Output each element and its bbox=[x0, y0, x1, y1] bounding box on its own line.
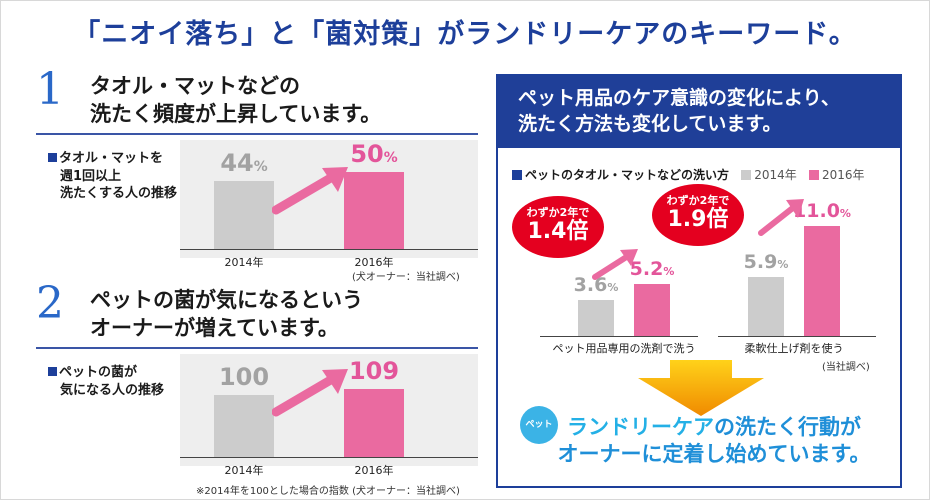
legend-label-2014: 2014年 bbox=[754, 168, 797, 182]
section2-note: ペットの菌が 気になる人の推移 bbox=[48, 364, 164, 399]
panel-category-1: 柔軟仕上げ剤を使う bbox=[744, 342, 844, 355]
section1-note-line1: タオル・マットを bbox=[59, 151, 164, 166]
page-title: 「ニオイ落ち」と「菌対策」がランドリーケアのキーワード。 bbox=[73, 19, 857, 50]
panel-up-arrow-2 bbox=[758, 199, 804, 236]
panel-heading: ペット用品のケア意識の変化により、 洗たく方法も変化しています。 bbox=[498, 76, 900, 148]
conclusion-brand: ランドリーケア bbox=[567, 415, 714, 439]
orange-down-arrow bbox=[638, 360, 764, 416]
section2-note-line2: 気になる人の推移 bbox=[60, 382, 165, 398]
panel-bar-1-1 bbox=[804, 226, 840, 336]
section2-up-arrow bbox=[272, 369, 348, 417]
section2-value-1: 109 bbox=[348, 357, 400, 386]
growth-bubble-1-small: わずか2年で bbox=[526, 206, 590, 219]
section2-baseline bbox=[180, 457, 478, 458]
panel-heading-line1: ペット用品のケア意識の変化により、 bbox=[518, 87, 840, 109]
section1-bar-1 bbox=[344, 171, 404, 249]
section1-up-arrow bbox=[272, 167, 348, 215]
panel-heading-line2: 洗たく方法も変化しています。 bbox=[518, 112, 782, 135]
section1-source: (犬オーナー：当社調べ) bbox=[352, 272, 460, 283]
panel-value-0-1: 5.2% bbox=[629, 258, 675, 280]
section2-bar-1 bbox=[344, 389, 404, 457]
section1-number: 1 bbox=[36, 64, 64, 115]
section2-number: 2 bbox=[36, 278, 64, 329]
growth-bubble-2-small: わずか2年で bbox=[666, 194, 730, 207]
section2-heading: ペットの菌が気になるという オーナーが増えています。 bbox=[90, 286, 363, 343]
panel-baseline-1 bbox=[540, 336, 698, 337]
section2-tick-0: 2014年 bbox=[224, 464, 264, 477]
section2-bar-0 bbox=[214, 395, 274, 457]
growth-bubble-1: わずか2年で 1.4倍 bbox=[512, 196, 604, 258]
section2-heading-line1: ペットの菌が気になるという bbox=[90, 288, 363, 312]
growth-bubble-2: わずか2年で 1.9倍 bbox=[652, 184, 744, 246]
panel-baseline-2 bbox=[718, 336, 876, 337]
section1-note-marker bbox=[48, 153, 57, 162]
legend-swatch-2016 bbox=[808, 170, 819, 180]
section1-value-1: 50% bbox=[350, 139, 398, 168]
section1-heading: タオル・マットなどの 洗たく頻度が上昇しています。 bbox=[90, 72, 381, 129]
legend-title-marker bbox=[512, 170, 522, 180]
growth-bubble-2-big: 1.9倍 bbox=[667, 207, 729, 232]
panel-conclusion: ランドリーケアの洗たく行動が オーナーに定着し始めています。 bbox=[512, 414, 892, 469]
section1-note-line3: 洗たくする人の推移 bbox=[60, 186, 178, 202]
panel-value-1-1: 11.0% bbox=[793, 200, 851, 222]
section1-heading-line1: タオル・マットなどの bbox=[90, 74, 300, 98]
panel-legend: ペットのタオル・マットなどの洗い方 2014年 2016年 bbox=[512, 166, 864, 183]
section2-note-line1: ペットの菌が bbox=[59, 365, 138, 380]
section1-value-0: 44% bbox=[220, 148, 268, 177]
legend-title: ペットのタオル・マットなどの洗い方 bbox=[525, 168, 730, 182]
panel-category-0: ペット用品専用の洗剤で洗う bbox=[552, 342, 696, 355]
section1-note: タオル・マットを 週1回以上 洗たくする人の推移 bbox=[48, 150, 177, 203]
section2-tick-1: 2016年 bbox=[354, 464, 394, 477]
section1-baseline bbox=[180, 249, 478, 250]
conclusion-line1: の洗たく行動が bbox=[714, 415, 861, 439]
panel-value-1-0: 5.9% bbox=[743, 251, 789, 273]
panel-source: (当社調べ) bbox=[822, 362, 870, 373]
section2-heading-line2: オーナーが増えています。 bbox=[90, 316, 339, 341]
panel-bar-1-0 bbox=[748, 277, 784, 336]
legend-swatch-2014 bbox=[741, 170, 752, 180]
section1-bar-0 bbox=[214, 180, 274, 249]
panel-bar-0-0 bbox=[578, 300, 614, 336]
growth-bubble-1-big: 1.4倍 bbox=[527, 219, 589, 244]
paw-icon: ペット bbox=[520, 406, 558, 444]
section2-note-marker bbox=[48, 367, 57, 376]
legend-label-2016: 2016年 bbox=[821, 168, 865, 182]
conclusion-line2: オーナーに定着し始めています。 bbox=[557, 442, 871, 467]
section1-tick-0: 2014年 bbox=[224, 256, 264, 269]
section2-value-0: 100 bbox=[218, 363, 270, 391]
panel-up-arrow-1 bbox=[592, 249, 638, 280]
section1-rule bbox=[36, 133, 478, 135]
section1-tick-1: 2016年 bbox=[354, 256, 394, 269]
section1-note-line2: 週1回以上 bbox=[60, 168, 122, 184]
section2-source: ※2014年を100とした場合の指数 (犬オーナー：当社調べ) bbox=[196, 486, 460, 497]
panel-value-0-0: 3.6% bbox=[573, 274, 619, 296]
section2-rule bbox=[36, 347, 478, 349]
section1-heading-line2: 洗たく頻度が上昇しています。 bbox=[90, 102, 382, 127]
panel-bar-0-1 bbox=[634, 284, 670, 336]
